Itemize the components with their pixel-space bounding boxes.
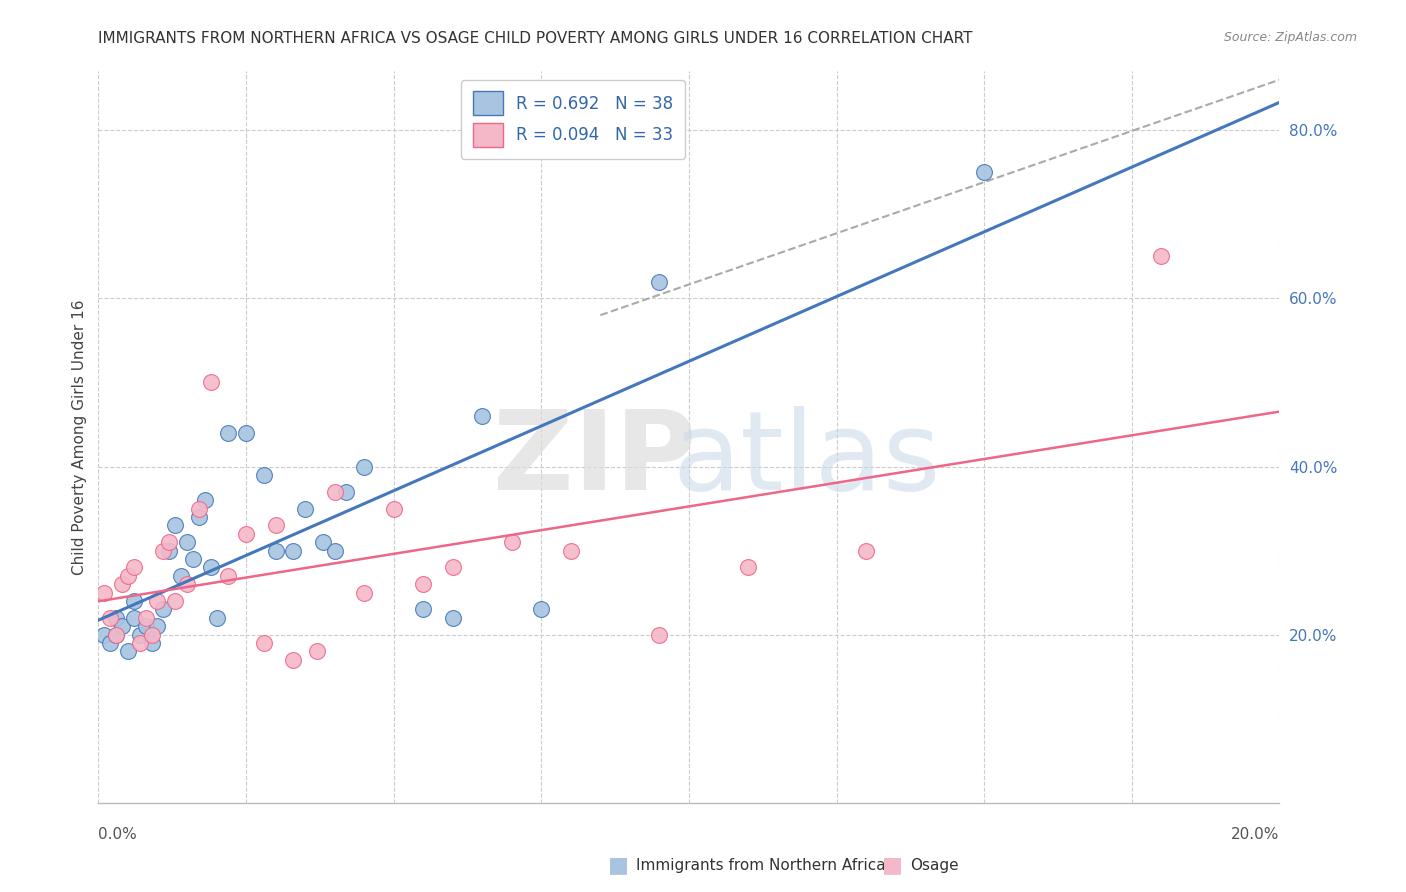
Point [855, 543, 877, 558]
Point [501, 535, 523, 549]
Point [105, 627, 128, 641]
Point [165, 594, 187, 608]
Point [353, 459, 375, 474]
Point [412, 602, 434, 616]
Point [146, 619, 169, 633]
Text: Osage: Osage [910, 858, 959, 872]
Point [264, 543, 287, 558]
Point [93, 585, 115, 599]
Y-axis label: Child Poverty Among Girls Under 16: Child Poverty Among Girls Under 16 [72, 300, 87, 574]
Point [471, 409, 494, 423]
Text: ■: ■ [883, 855, 903, 875]
Text: Immigrants from Northern Africa: Immigrants from Northern Africa [636, 858, 886, 872]
Point [128, 636, 150, 650]
Point [648, 627, 671, 641]
Text: Source: ZipAtlas.com: Source: ZipAtlas.com [1223, 31, 1357, 45]
Point [165, 518, 187, 533]
Point [283, 653, 305, 667]
Point [323, 543, 346, 558]
Point [973, 165, 995, 179]
Point [141, 627, 163, 641]
Point [122, 611, 145, 625]
Point [117, 644, 139, 658]
Point [294, 501, 316, 516]
Point [187, 510, 209, 524]
Point [530, 602, 553, 616]
Point [205, 611, 228, 625]
Point [152, 543, 174, 558]
Point [146, 594, 169, 608]
Point [194, 493, 217, 508]
Point [1150, 249, 1173, 263]
Point [335, 484, 357, 499]
Point [648, 275, 671, 289]
Point [152, 602, 174, 616]
Point [157, 535, 180, 549]
Point [122, 560, 145, 574]
Point [441, 560, 464, 574]
Point [200, 376, 222, 390]
Point [98, 611, 121, 625]
Point [283, 543, 305, 558]
Text: ZIP: ZIP [492, 406, 696, 513]
Point [176, 535, 198, 549]
Point [441, 611, 464, 625]
Point [235, 526, 257, 541]
Text: atlas: atlas [673, 406, 941, 513]
Point [305, 644, 328, 658]
Point [264, 518, 287, 533]
Text: 20.0%: 20.0% [1232, 827, 1279, 841]
Point [560, 543, 582, 558]
Point [235, 425, 257, 440]
Point [217, 569, 239, 583]
Point [135, 619, 157, 633]
Point [176, 577, 198, 591]
Point [353, 585, 375, 599]
Point [105, 627, 128, 641]
Point [187, 501, 209, 516]
Legend: R = 0.692   N = 38, R = 0.094   N = 33: R = 0.692 N = 38, R = 0.094 N = 33 [461, 79, 685, 159]
Point [200, 560, 222, 574]
Point [135, 611, 157, 625]
Point [157, 543, 180, 558]
Point [737, 560, 759, 574]
Point [122, 594, 145, 608]
Point [105, 611, 128, 625]
Point [312, 535, 335, 549]
Point [141, 636, 163, 650]
Point [93, 627, 115, 641]
Point [170, 569, 193, 583]
Point [382, 501, 405, 516]
Point [217, 425, 239, 440]
Point [253, 467, 276, 482]
Text: 0.0%: 0.0% [98, 827, 138, 841]
Point [98, 636, 121, 650]
Text: ■: ■ [609, 855, 628, 875]
Point [111, 577, 134, 591]
Point [253, 636, 276, 650]
Point [117, 569, 139, 583]
Text: IMMIGRANTS FROM NORTHERN AFRICA VS OSAGE CHILD POVERTY AMONG GIRLS UNDER 16 CORR: IMMIGRANTS FROM NORTHERN AFRICA VS OSAGE… [98, 31, 973, 46]
Point [412, 577, 434, 591]
Point [181, 552, 204, 566]
Point [128, 627, 150, 641]
Point [111, 619, 134, 633]
Point [323, 484, 346, 499]
